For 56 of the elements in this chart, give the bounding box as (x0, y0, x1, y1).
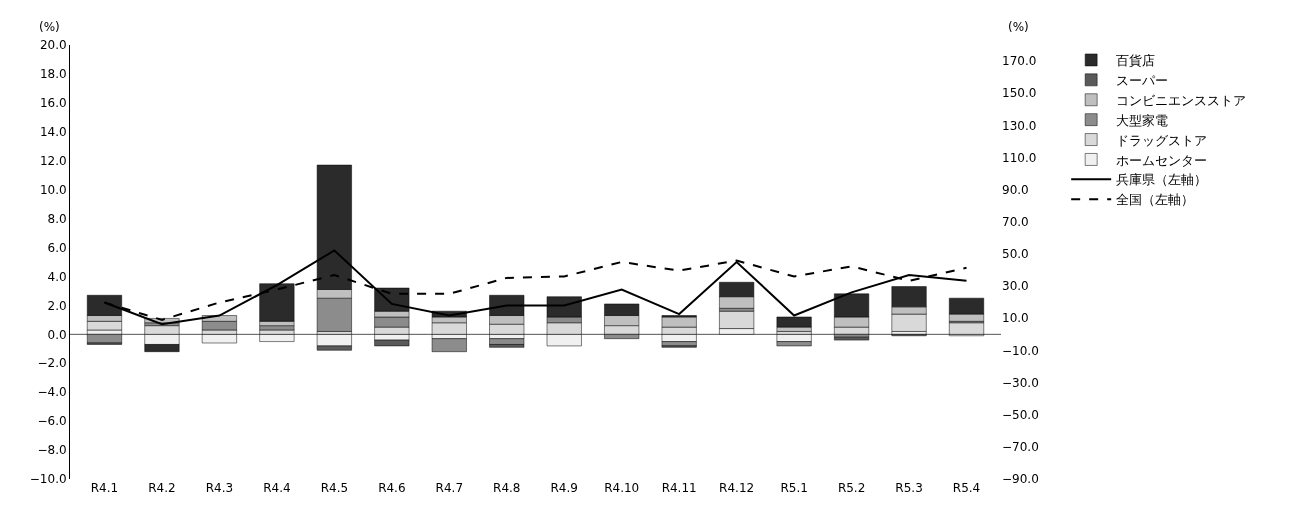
y2-tick-label: −90.0 (1002, 472, 1039, 487)
y2-tick-label: −70.0 (1002, 440, 1039, 455)
y-tick-label: 4.0 (47, 269, 67, 284)
y-axis-title: (%) (39, 20, 60, 34)
y2-tick-label: −10.0 (1002, 343, 1039, 358)
legend-label: ドラッグストア (1116, 132, 1208, 148)
y-tick-label: 14.0 (39, 125, 67, 139)
y2-tick-label: 150.0 (1002, 86, 1037, 101)
x-tick-label: R4.7 (435, 481, 464, 495)
y-tick-label: 10.0 (39, 182, 67, 197)
y-tick-label: 12.0 (39, 153, 67, 168)
x-tick-label: R5.3 (895, 481, 923, 495)
y-tick-label: −4.0 (37, 385, 67, 400)
y2-tick-label: 50.0 (1002, 247, 1029, 262)
x-tick-label: R4.6 (378, 481, 406, 495)
y2-tick-label: 130.0 (1002, 118, 1037, 133)
y-tick-label: 6.0 (47, 240, 67, 255)
x-tick-label: R4.4 (263, 481, 291, 495)
legend-label: 大型家電 (1116, 112, 1169, 128)
y-tick-label: 20.0 (39, 38, 67, 53)
y2-tick-label: 90.0 (1002, 182, 1029, 197)
x-tick-label: R4.2 (148, 481, 176, 495)
x-tick-label: R5.2 (837, 481, 866, 495)
y-tick-label: 2.0 (47, 298, 67, 313)
y2-tick-label: 170.0 (1002, 54, 1037, 69)
y2-tick-label: −30.0 (1002, 375, 1039, 390)
y2-tick-label: 110.0 (1002, 150, 1037, 165)
x-tick-label: R4.5 (320, 481, 349, 495)
legend-label: 兵庫県（左軸） (1116, 172, 1208, 188)
y-tick-label: −8.0 (37, 443, 67, 458)
legend-label: コンビニエンスストア (1116, 92, 1247, 108)
y-tick-label: 0.0 (47, 327, 67, 342)
legend-label: 百貨店 (1116, 53, 1156, 69)
y-tick-label: 8.0 (47, 211, 67, 226)
x-tick-label: R4.9 (550, 481, 578, 495)
x-tick-label: R4.10 (604, 481, 640, 495)
x-tick-label: R4.8 (493, 481, 521, 495)
x-tick-label: R4.1 (90, 481, 119, 495)
legend-label: ホームセンター (1116, 152, 1208, 168)
x-tick-label: R4.12 (719, 481, 755, 495)
y2-axis-title: (%) (1008, 20, 1029, 34)
y-tick-label: 16.0 (39, 96, 67, 111)
y-tick-label: −6.0 (37, 414, 67, 429)
y2-tick-label: −50.0 (1002, 407, 1039, 422)
y-tick-label: −10.0 (29, 472, 67, 487)
x-tick-label: R4.3 (205, 481, 234, 495)
x-tick-label: R5.4 (952, 481, 981, 495)
x-tick-label: R4.11 (661, 481, 697, 495)
legend-label: 全国（左軸） (1116, 192, 1195, 208)
y2-tick-label: 30.0 (1002, 279, 1029, 294)
y2-tick-label: 70.0 (1002, 215, 1029, 230)
y2-tick-label: 10.0 (1002, 311, 1029, 326)
y-tick-label: 18.0 (39, 67, 67, 82)
legend-label: スーパー (1116, 72, 1169, 88)
x-tick-label: R5.1 (780, 481, 808, 495)
y-tick-label: −2.0 (37, 356, 67, 371)
